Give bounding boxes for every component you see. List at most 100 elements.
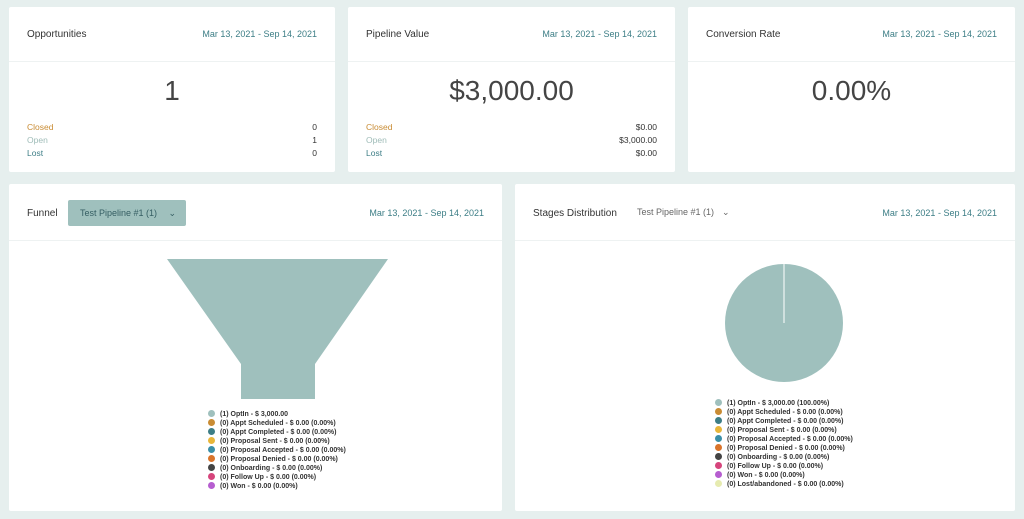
opportunities-date-range[interactable]: Mar 13, 2021 - Sep 14, 2021: [202, 29, 317, 39]
legend-item-label: (0) Proposal Sent - $ 0.00 (0.00%): [727, 427, 837, 434]
conversion-rate-date-range[interactable]: Mar 13, 2021 - Sep 14, 2021: [882, 29, 997, 39]
stat-value-closed: $0.00: [635, 122, 657, 132]
legend-item[interactable]: (1) OptIn - $ 3,000.00 (100.00%): [715, 399, 853, 408]
funnel-title: Funnel: [27, 208, 58, 219]
pipeline-value-date-range[interactable]: Mar 13, 2021 - Sep 14, 2021: [542, 29, 657, 39]
stat-value-closed: 0: [312, 122, 317, 132]
legend-color-dot-icon: [208, 464, 215, 471]
legend-color-dot-icon: [715, 462, 722, 469]
stat-label-lost: Lost: [366, 148, 383, 158]
legend-color-dot-icon: [715, 480, 722, 487]
pipeline-value-card-header: Pipeline Value Mar 13, 2021 - Sep 14, 20…: [348, 7, 675, 62]
stat-label-closed: Closed: [366, 122, 393, 132]
legend-item-label: (0) Appt Scheduled - $ 0.00 (0.00%): [727, 409, 843, 416]
funnel-chart: [167, 259, 388, 399]
legend-color-dot-icon: [715, 399, 722, 406]
stat-label-closed: Closed: [27, 122, 54, 132]
funnel-pipeline-select-label: Test Pipeline #1 (1): [80, 208, 158, 218]
pipeline-value-title: Pipeline Value: [366, 29, 430, 40]
stages-pie-chart: [725, 264, 843, 382]
legend-item[interactable]: (0) Proposal Denied - $ 0.00 (0.00%): [208, 455, 346, 464]
legend-item[interactable]: (0) Onboarding - $ 0.00 (0.00%): [208, 464, 346, 473]
legend-item-label: (0) Proposal Accepted - $ 0.00 (0.00%): [220, 447, 346, 454]
legend-item[interactable]: (0) Proposal Sent - $ 0.00 (0.00%): [715, 426, 853, 435]
legend-item-label: (0) Appt Completed - $ 0.00 (0.00%): [727, 418, 844, 425]
funnel-date-range[interactable]: Mar 13, 2021 - Sep 14, 2021: [369, 208, 484, 218]
stages-distribution-card: Stages Distribution Test Pipeline #1 (1)…: [515, 184, 1015, 511]
stat-value-lost: 0: [312, 148, 317, 158]
legend-item-label: (0) Proposal Denied - $ 0.00 (0.00%): [220, 456, 338, 463]
conversion-rate-value: 0.00%: [811, 75, 892, 106]
legend-item[interactable]: (1) OptIn - $ 3,000.00: [208, 410, 346, 419]
legend-item-label: (0) Follow Up - $ 0.00 (0.00%): [727, 463, 824, 470]
stat-label-open: Open: [27, 135, 48, 145]
stat-value-open: 1: [312, 135, 317, 145]
legend-item-label: (0) Onboarding - $ 0.00 (0.00%): [727, 454, 830, 461]
legend-item[interactable]: (0) Appt Completed - $ 0.00 (0.00%): [715, 417, 853, 426]
legend-item[interactable]: (0) Onboarding - $ 0.00 (0.00%): [715, 453, 853, 462]
legend-item[interactable]: (0) Proposal Denied - $ 0.00 (0.00%): [715, 444, 853, 453]
opportunities-card: Opportunities Mar 13, 2021 - Sep 14, 202…: [9, 7, 335, 172]
conversion-rate-title: Conversion Rate: [706, 29, 781, 40]
legend-color-dot-icon: [715, 444, 722, 451]
funnel-shape-optin[interactable]: [167, 259, 388, 399]
stages-legend: (1) OptIn - $ 3,000.00 (100.00%) (0) Appt…: [715, 399, 853, 489]
legend-color-dot-icon: [208, 419, 215, 426]
opportunities-card-header: Opportunities Mar 13, 2021 - Sep 14, 202…: [9, 7, 335, 62]
legend-item-label: (0) Proposal Accepted - $ 0.00 (0.00%): [727, 436, 853, 443]
legend-item-label: (0) Appt Completed - $ 0.00 (0.00%): [220, 429, 337, 436]
legend-color-dot-icon: [208, 473, 215, 480]
legend-item[interactable]: (0) Won - $ 0.00 (0.00%): [715, 471, 853, 480]
legend-color-dot-icon: [208, 482, 215, 489]
legend-item-label: (0) Lost/abandoned - $ 0.00 (0.00%): [727, 481, 844, 488]
legend-item[interactable]: (0) Proposal Sent - $ 0.00 (0.00%): [208, 437, 346, 446]
legend-item[interactable]: (0) Won - $ 0.00 (0.00%): [208, 482, 346, 491]
legend-item-label: (0) Proposal Denied - $ 0.00 (0.00%): [727, 445, 845, 452]
legend-item[interactable]: (0) Follow Up - $ 0.00 (0.00%): [208, 473, 346, 482]
funnel-pipeline-select[interactable]: Test Pipeline #1 (1) ⌄: [68, 200, 186, 226]
pipeline-value-card: Pipeline Value Mar 13, 2021 - Sep 14, 20…: [348, 7, 675, 172]
chevron-down-icon: ⌄: [168, 208, 176, 218]
stages-date-range[interactable]: Mar 13, 2021 - Sep 14, 2021: [882, 208, 997, 218]
funnel-card-header: Funnel Test Pipeline #1 (1) ⌄ Mar 13, 20…: [9, 184, 502, 241]
legend-item-label: (0) Proposal Sent - $ 0.00 (0.00%): [220, 438, 330, 445]
legend-item[interactable]: (0) Appt Scheduled - $ 0.00 (0.00%): [715, 408, 853, 417]
legend-color-dot-icon: [208, 446, 215, 453]
legend-item[interactable]: (0) Lost/abandoned - $ 0.00 (0.00%): [715, 480, 853, 489]
stages-card-header: Stages Distribution Test Pipeline #1 (1)…: [515, 184, 1015, 241]
conversion-rate-card-header: Conversion Rate Mar 13, 2021 - Sep 14, 2…: [688, 7, 1015, 62]
legend-item[interactable]: (0) Appt Scheduled - $ 0.00 (0.00%): [208, 419, 346, 428]
stages-pipeline-select[interactable]: Test Pipeline #1 (1) ⌄: [637, 207, 730, 218]
legend-color-dot-icon: [208, 455, 215, 462]
stat-label-lost: Lost: [27, 148, 44, 158]
legend-color-dot-icon: [715, 417, 722, 424]
legend-item-label: (0) Won - $ 0.00 (0.00%): [220, 483, 298, 490]
legend-color-dot-icon: [715, 426, 722, 433]
legend-color-dot-icon: [208, 428, 215, 435]
legend-color-dot-icon: [208, 437, 215, 444]
stages-pipeline-select-label: Test Pipeline #1 (1): [637, 207, 715, 217]
legend-item[interactable]: (0) Follow Up - $ 0.00 (0.00%): [715, 462, 853, 471]
legend-item[interactable]: (0) Appt Completed - $ 0.00 (0.00%): [208, 428, 346, 437]
chevron-down-icon: ⌄: [722, 207, 730, 217]
legend-color-dot-icon: [715, 408, 722, 415]
stat-value-open: $3,000.00: [619, 135, 657, 145]
pipeline-value-amount: $3,000.00: [449, 75, 574, 106]
legend-item[interactable]: (0) Proposal Accepted - $ 0.00 (0.00%): [715, 435, 853, 444]
legend-item-label: (0) Won - $ 0.00 (0.00%): [727, 472, 805, 479]
funnel-card: Funnel Test Pipeline #1 (1) ⌄ Mar 13, 20…: [9, 184, 502, 511]
legend-item-label: (0) Appt Scheduled - $ 0.00 (0.00%): [220, 420, 336, 427]
legend-item-label: (0) Follow Up - $ 0.00 (0.00%): [220, 474, 317, 481]
funnel-legend: (1) OptIn - $ 3,000.00 (0) Appt Scheduled…: [208, 410, 346, 491]
conversion-rate-card: Conversion Rate Mar 13, 2021 - Sep 14, 2…: [688, 7, 1015, 172]
legend-item-label: (0) Onboarding - $ 0.00 (0.00%): [220, 465, 323, 472]
legend-color-dot-icon: [715, 453, 722, 460]
stat-label-open: Open: [366, 135, 387, 145]
legend-color-dot-icon: [715, 435, 722, 442]
legend-color-dot-icon: [715, 471, 722, 478]
legend-color-dot-icon: [208, 410, 215, 417]
stat-value-lost: $0.00: [635, 148, 657, 158]
opportunities-value: 1: [164, 75, 180, 106]
legend-item[interactable]: (0) Proposal Accepted - $ 0.00 (0.00%): [208, 446, 346, 455]
opportunities-title: Opportunities: [27, 29, 87, 40]
